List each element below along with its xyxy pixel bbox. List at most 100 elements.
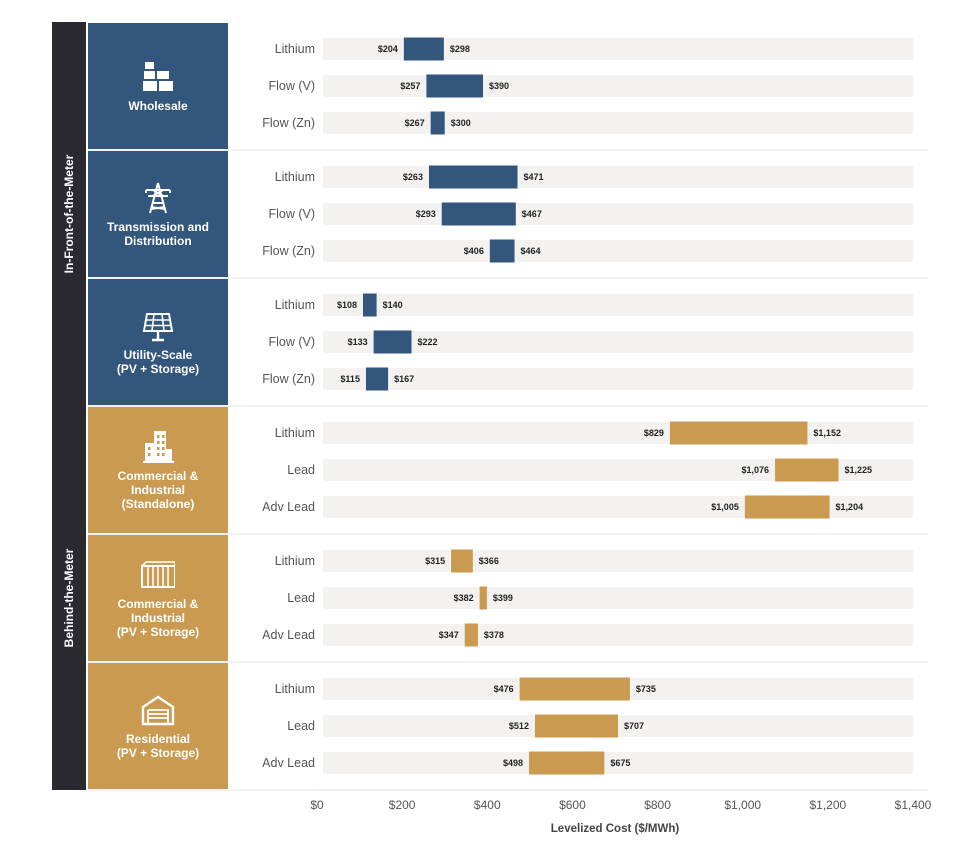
technology-label: Adv Lead bbox=[262, 500, 315, 514]
technology-label: Flow (Zn) bbox=[262, 244, 315, 258]
high-value-label: $378 bbox=[483, 630, 504, 640]
low-value-label: $512 bbox=[508, 721, 529, 731]
category-label-line: (PV + Storage) bbox=[116, 624, 200, 639]
technology-label: Flow (V) bbox=[268, 79, 315, 93]
icon-part bbox=[141, 564, 175, 588]
low-value-label: $476 bbox=[493, 684, 514, 694]
technology-label: Flow (V) bbox=[268, 207, 315, 221]
building-icon bbox=[143, 430, 174, 463]
high-value-label: $300 bbox=[450, 118, 471, 128]
technology-label: Lithium bbox=[274, 42, 315, 56]
solar-panel-icon bbox=[142, 312, 174, 341]
low-value-label: $257 bbox=[400, 81, 421, 91]
category-label: Wholesale bbox=[88, 23, 228, 149]
icon-part bbox=[148, 452, 151, 456]
range-bar bbox=[365, 367, 389, 391]
icon-part bbox=[142, 312, 174, 332]
category-label-line: Transmission and bbox=[106, 219, 210, 234]
high-value-label: $471 bbox=[523, 172, 544, 182]
technology-label: Adv Lead bbox=[262, 628, 315, 642]
icon-part bbox=[147, 708, 169, 724]
low-value-label: $108 bbox=[336, 300, 357, 310]
high-value-label: $1,152 bbox=[813, 428, 841, 438]
x-tick-label: $400 bbox=[473, 798, 501, 812]
technology-label: Lithium bbox=[274, 170, 315, 184]
x-tick-label: $1,400 bbox=[894, 798, 932, 812]
bar-track bbox=[323, 294, 913, 316]
category-label-line: (PV + Storage) bbox=[116, 745, 200, 760]
range-bar bbox=[534, 714, 618, 738]
high-value-label: $390 bbox=[489, 81, 510, 91]
icon-part bbox=[141, 560, 175, 567]
category-label: Commercial & Industrial (PV + Storage) bbox=[88, 535, 228, 661]
icon-part bbox=[159, 80, 173, 91]
technology-label: Lead bbox=[287, 719, 315, 733]
range-bar bbox=[489, 239, 515, 263]
technology-label: Lithium bbox=[274, 298, 315, 312]
icon-part bbox=[145, 61, 154, 69]
high-value-label: $1,204 bbox=[835, 502, 864, 512]
icon-part bbox=[166, 448, 172, 462]
range-bar bbox=[403, 37, 444, 61]
category-panel bbox=[88, 535, 228, 661]
range-bar bbox=[464, 623, 478, 647]
low-value-label: $263 bbox=[402, 172, 423, 182]
range-bar bbox=[451, 549, 473, 573]
bar-track bbox=[323, 38, 913, 60]
low-value-label: $293 bbox=[415, 209, 436, 219]
high-value-label: $1,225 bbox=[844, 465, 873, 475]
bar-track bbox=[323, 752, 913, 774]
garage-icon bbox=[141, 695, 175, 725]
high-value-label: $366 bbox=[478, 556, 499, 566]
x-tick-label: $600 bbox=[559, 798, 586, 812]
bar-track bbox=[323, 331, 913, 353]
range-bar bbox=[430, 111, 445, 135]
x-tick-label: $1,200 bbox=[809, 798, 847, 812]
range-bar bbox=[529, 751, 605, 775]
group-bar bbox=[52, 22, 86, 406]
low-value-label: $347 bbox=[438, 630, 459, 640]
category-label: Residential (PV + Storage) bbox=[88, 663, 228, 789]
high-value-label: $140 bbox=[382, 300, 403, 310]
technology-label: Flow (Zn) bbox=[262, 372, 315, 386]
containers-icon bbox=[143, 61, 173, 91]
range-bar bbox=[744, 495, 830, 519]
low-value-label: $204 bbox=[377, 44, 398, 54]
warehouse-icon bbox=[141, 560, 175, 588]
low-value-label: $498 bbox=[502, 758, 523, 768]
icon-part bbox=[157, 452, 160, 456]
x-tick-label: $0 bbox=[310, 798, 324, 812]
category-panel bbox=[88, 407, 228, 533]
category-label-line: (PV + Storage) bbox=[116, 361, 200, 376]
icon-part bbox=[162, 452, 165, 456]
icon-part bbox=[143, 460, 174, 463]
technology-label: Lithium bbox=[274, 426, 315, 440]
category-panel bbox=[88, 279, 228, 405]
low-value-label: $1,076 bbox=[741, 465, 770, 475]
category-panel bbox=[88, 23, 228, 149]
low-value-label: $382 bbox=[453, 593, 474, 603]
icon-part bbox=[162, 434, 165, 438]
category-label-line: Utility-Scale bbox=[123, 347, 193, 362]
range-bar bbox=[519, 677, 630, 701]
category-label-line: Commercial & bbox=[117, 468, 199, 483]
high-value-label: $464 bbox=[520, 246, 541, 256]
x-tick-label: $800 bbox=[644, 798, 671, 812]
x-axis-title: Levelized Cost ($/MWh) bbox=[550, 823, 680, 835]
icon-part bbox=[147, 565, 169, 587]
bar-track bbox=[323, 550, 913, 572]
range-bar bbox=[373, 330, 412, 354]
bar-track bbox=[323, 240, 913, 262]
range-bar bbox=[362, 293, 377, 317]
x-tick-label: $1,000 bbox=[724, 798, 762, 812]
bar-track bbox=[323, 459, 913, 481]
category-label-line: Distribution bbox=[124, 233, 192, 248]
icon-part bbox=[157, 434, 160, 438]
icon-part bbox=[162, 440, 165, 444]
technology-label: Flow (V) bbox=[268, 335, 315, 349]
technology-label: Lithium bbox=[274, 554, 315, 568]
technology-label: Lead bbox=[287, 591, 315, 605]
bar-track bbox=[323, 624, 913, 646]
icon-part bbox=[152, 330, 164, 341]
